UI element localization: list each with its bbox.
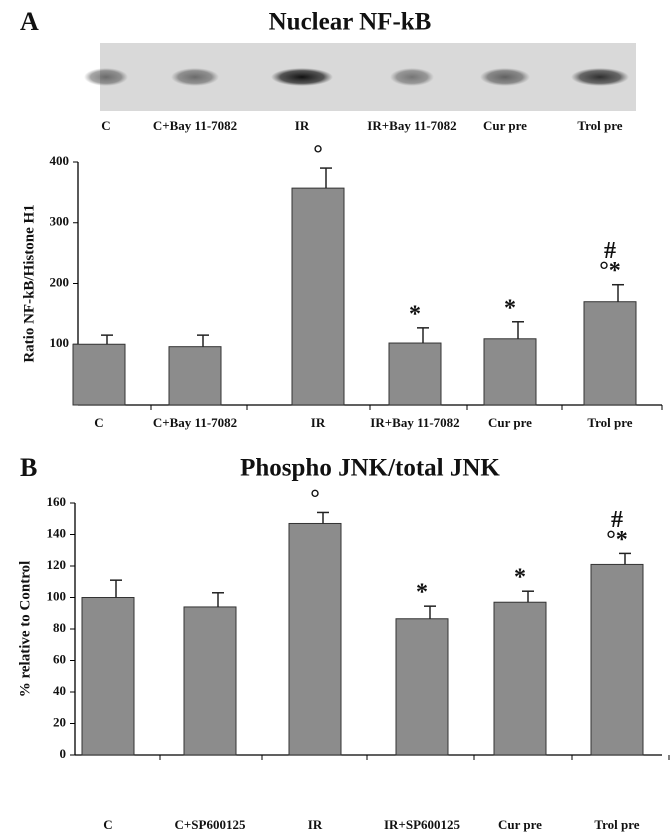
- blot-lane-label: C+Bay 11-7082: [153, 118, 237, 133]
- x-tick-label: Trol pre: [587, 415, 632, 430]
- bar: [289, 523, 341, 755]
- y-tick-label: 140: [47, 525, 67, 540]
- significance-marker: °: [313, 142, 323, 168]
- x-tick-label: C: [103, 817, 112, 832]
- bar: [389, 343, 441, 405]
- significance-marker: *: [409, 301, 421, 327]
- y-tick-label: 120: [47, 557, 67, 572]
- y-tick-label: 300: [50, 214, 70, 229]
- chart-title: Phospho JNK/total JNK: [240, 455, 500, 482]
- y-tick-label: 60: [53, 651, 66, 666]
- y-tick-label: 80: [53, 620, 66, 635]
- y-tick-label: 100: [47, 588, 67, 603]
- x-tick-label: IR+Bay 11-7082: [370, 415, 459, 430]
- bar: [82, 598, 134, 756]
- blot-lane-label: IR: [295, 118, 310, 133]
- y-axis-label: % relative to Control: [17, 561, 33, 698]
- y-tick-label: 400: [50, 153, 70, 168]
- x-tick-label: Cur pre: [498, 817, 542, 832]
- bar: [484, 339, 536, 405]
- blot-band: [171, 68, 219, 86]
- x-tick-label: IR+SP600125: [384, 817, 461, 832]
- x-tick-label: C+Bay 11-7082: [153, 415, 237, 430]
- y-tick-label: 20: [53, 714, 66, 729]
- blot-lane-label: Trol pre: [577, 118, 622, 133]
- blot-lane-label: C: [101, 118, 110, 133]
- significance-marker: °: [310, 486, 320, 512]
- blot-band: [271, 68, 333, 86]
- panel-label: B: [20, 453, 37, 482]
- x-tick-label: IR: [308, 817, 323, 832]
- bar: [584, 302, 636, 405]
- blot-lane-label: Cur pre: [483, 118, 527, 133]
- bar: [292, 188, 344, 405]
- y-axis-label: Ratio NF-kB/Histone H1: [21, 204, 37, 362]
- bar: [494, 602, 546, 755]
- y-tick-label: 40: [53, 683, 66, 698]
- bar: [73, 344, 125, 405]
- significance-marker: *: [514, 565, 526, 591]
- panel-label: A: [20, 7, 39, 36]
- blot-band: [571, 68, 629, 86]
- blot-band: [84, 68, 128, 86]
- x-tick-label: Cur pre: [488, 415, 532, 430]
- bar: [396, 619, 448, 755]
- blot-lane-label: IR+Bay 11-7082: [367, 118, 456, 133]
- y-tick-label: 100: [50, 335, 70, 350]
- significance-marker: *: [416, 580, 428, 606]
- x-tick-label: IR: [311, 415, 326, 430]
- significance-marker: *: [504, 295, 516, 321]
- x-tick-label: C+SP600125: [175, 817, 246, 832]
- chart-title: Nuclear NF-kB: [269, 9, 432, 36]
- x-tick-label: C: [94, 415, 103, 430]
- y-tick-label: 200: [50, 274, 70, 289]
- significance-marker: °*: [606, 527, 628, 553]
- figure: A Nuclear NF-kB Ratio NF-kB/Histone H1 100 2…: [0, 0, 672, 838]
- blot-band: [390, 68, 434, 86]
- significance-marker: °*: [599, 258, 621, 284]
- blot-band: [480, 68, 530, 86]
- bar: [169, 347, 221, 405]
- bar: [591, 564, 643, 755]
- y-tick-label: 0: [60, 746, 67, 761]
- bar: [184, 607, 236, 755]
- y-tick-label: 160: [47, 494, 67, 509]
- x-tick-label: Trol pre: [594, 817, 639, 832]
